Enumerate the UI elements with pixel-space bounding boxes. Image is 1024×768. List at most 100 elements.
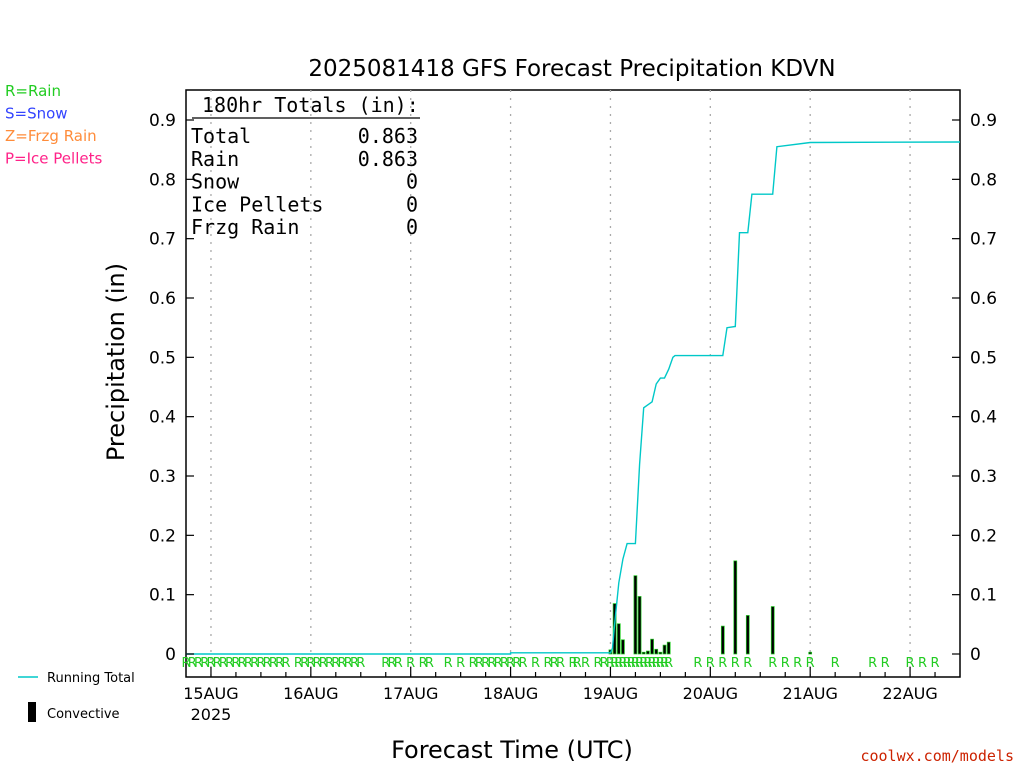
precip-marker-rain: R <box>618 656 627 671</box>
convective-bar <box>658 651 663 655</box>
precip-marker-rain: R <box>356 656 365 671</box>
day-gridlines <box>210 90 911 677</box>
convective-bar <box>745 615 750 655</box>
y-tick-label-right: 0.5 <box>970 348 997 368</box>
x-year-label: 2025 <box>191 705 232 724</box>
chart-title: 2025081418 GFS Forecast Precipitation KD… <box>308 56 835 82</box>
totals-row-value: 0.863 <box>358 124 418 148</box>
precip-marker-rain: R <box>573 656 582 671</box>
precip-marker-rain: R <box>643 656 652 671</box>
precip-marker-rain: R <box>793 656 802 671</box>
bottom-legend: Running Total Convective <box>18 671 135 722</box>
precip-marker-rain: R <box>918 656 927 671</box>
precip-marker-rain: R <box>219 656 228 671</box>
precip-marker-rain: R <box>344 656 353 671</box>
precip-marker-rain: R <box>931 656 940 671</box>
precip-marker-rain: R <box>660 656 669 671</box>
precip-marker-rain: R <box>181 656 190 671</box>
legend-entry: R=Rain <box>5 82 61 100</box>
precip-marker-rain: R <box>544 656 553 671</box>
precip-marker-rain: R <box>550 656 559 671</box>
x-tick-label: 22AUG <box>882 684 937 703</box>
legend-entry: P=Ice Pellets <box>5 150 102 168</box>
totals-row-label: Ice Pellets <box>191 192 323 216</box>
precip-marker-rain: R <box>475 656 484 671</box>
y-tick-label-right: 0.7 <box>970 230 997 250</box>
x-tick-label: 17AUG <box>383 684 438 703</box>
precip-marker-rain: R <box>406 656 415 671</box>
convective-bar <box>720 625 725 655</box>
precip-marker-rain: R <box>331 656 340 671</box>
convective-bar <box>662 644 667 655</box>
totals-row-label: Snow <box>191 170 240 194</box>
precip-marker-rain: R <box>419 656 428 671</box>
precip-marker-rain: R <box>244 656 253 671</box>
precip-marker-rain: R <box>387 656 396 671</box>
totals-rows: Total 0.863 Rain 0.863 Snow 0 Ice Pellets 0 Frzg… <box>191 124 418 239</box>
y-tick-label: 0.3 <box>149 467 176 487</box>
precip-marker-rain: R <box>188 656 197 671</box>
precip-marker-rain: R <box>606 656 615 671</box>
precip-marker-rain: R <box>194 656 203 671</box>
precip-marker-rain: R <box>556 656 565 671</box>
precip-marker-rain: R <box>635 656 644 671</box>
precip-marker-rain: R <box>481 656 490 671</box>
precip-marker-rain: R <box>256 656 265 671</box>
totals-row-value: 0 <box>406 192 418 216</box>
precip-marker-rain: R <box>456 656 465 671</box>
precip-marker-rain: R <box>269 656 278 671</box>
precip-marker-rain: R <box>581 656 590 671</box>
convective-legend-label: Convective <box>47 707 120 722</box>
totals-row-value: 0 <box>406 170 418 194</box>
y-axis-right: 0 0.1 0.2 0.3 0.4 0.5 0.6 0.7 0.8 0.9 <box>952 111 997 665</box>
precip-marker-rain: R <box>831 656 840 671</box>
convective-bar <box>633 575 638 655</box>
y-axis-left: 0 0.1 0.2 0.3 0.4 0.5 0.6 0.7 0.8 0.9 <box>149 111 194 665</box>
precip-type-legend: R=Rain S=Snow Z=Frzg Rain P=Ice Pellets <box>5 82 102 168</box>
precip-marker-rain: R <box>281 656 290 671</box>
precip-marker-rain: R <box>627 656 636 671</box>
precip-marker-rain: R <box>238 656 247 671</box>
precip-marker-rain: R <box>706 656 715 671</box>
precip-marker-rain: R <box>648 656 657 671</box>
precip-marker-rain: R <box>781 656 790 671</box>
precip-marker-rain: R <box>512 656 521 671</box>
source-label: coolwx.com/models <box>860 747 1014 765</box>
convective-bar <box>654 648 659 655</box>
precip-marker-rain: R <box>338 656 347 671</box>
totals-box: 180hr Totals (in): Total 0.863 Rain 0.863 Sn… <box>191 93 420 239</box>
convective-bar <box>650 638 654 655</box>
convective-swatch <box>28 702 36 722</box>
precip-marker-rain: R <box>263 656 272 671</box>
precip-marker-rain: R <box>494 656 503 671</box>
totals-row-value: 0.863 <box>358 147 418 171</box>
legend-entry: Z=Frzg Rain <box>5 127 97 145</box>
totals-row-label: Total <box>191 124 251 148</box>
precip-marker-rain: R <box>425 656 434 671</box>
precip-marker-rain: R <box>306 656 315 671</box>
precip-marker-rain: R <box>200 656 209 671</box>
convective-bar <box>616 623 621 655</box>
precip-marker-rain: R <box>381 656 390 671</box>
x-axis: 15AUG 16AUG 17AUG 18AUG 19AUG 20AUG 21AUG 22AUG… <box>183 667 938 724</box>
precip-marker-rain: R <box>731 656 740 671</box>
precip-marker-rain: R <box>906 656 915 671</box>
precip-marker-rain: R <box>568 656 577 671</box>
convective-bar <box>621 639 625 655</box>
convective-bar <box>641 651 646 655</box>
precip-marker-rain: R <box>519 656 528 671</box>
y-tick-label: 0.9 <box>149 111 176 131</box>
precip-marker-rain: R <box>206 656 215 671</box>
x-axis-label: Forecast Time (UTC) <box>391 736 633 764</box>
y-tick-label-right: 0 <box>970 645 981 665</box>
x-tick-label: 16AUG <box>283 684 338 703</box>
precip-marker-rain: R <box>319 656 328 671</box>
y-tick-label: 0.7 <box>149 230 176 250</box>
precip-marker-rain: R <box>768 656 777 671</box>
precip-marker-rain: R <box>225 656 234 671</box>
convective-bar <box>637 596 642 655</box>
precip-marker-rain: R <box>350 656 359 671</box>
totals-row-value: 0 <box>406 215 418 239</box>
precip-marker-rain: R <box>614 656 623 671</box>
precip-marker-rain: R <box>881 656 890 671</box>
